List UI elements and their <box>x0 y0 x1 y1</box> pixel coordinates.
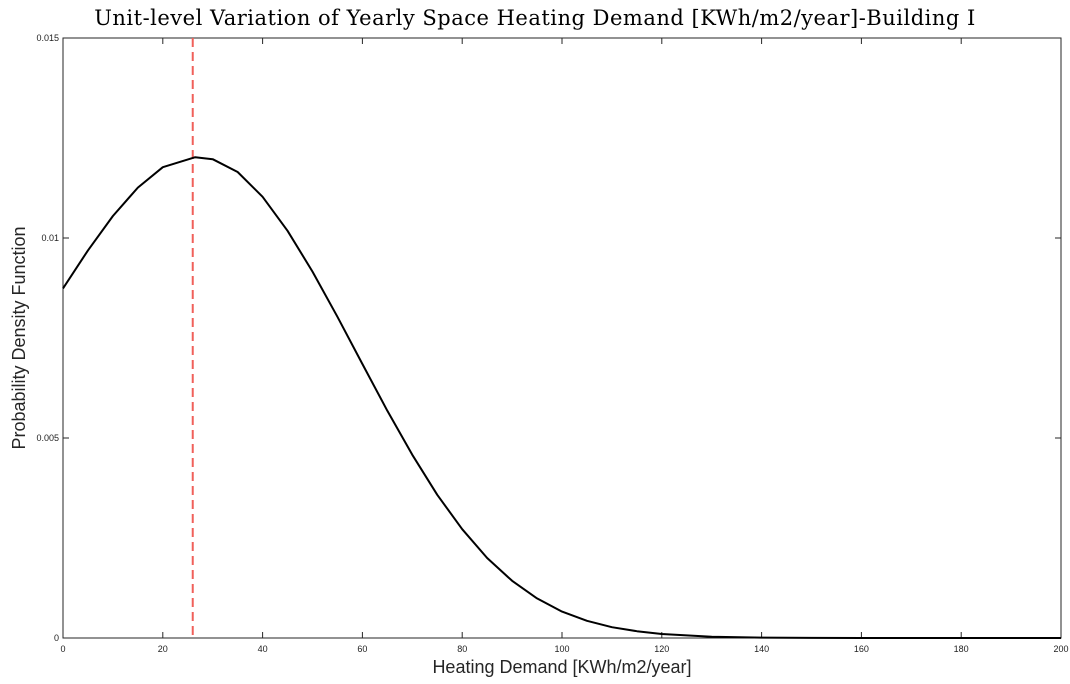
x-tick-label: 200 <box>1053 644 1068 654</box>
chart-title: Unit-level Variation of Yearly Space Hea… <box>94 6 976 30</box>
x-tick-label: 40 <box>258 644 268 654</box>
x-tick-label: 180 <box>954 644 969 654</box>
x-tick-label: 100 <box>554 644 569 654</box>
x-tick-label: 60 <box>357 644 367 654</box>
y-tick-label: 0 <box>54 633 59 643</box>
y-tick-label: 0.005 <box>36 433 59 443</box>
x-tick-label: 120 <box>654 644 669 654</box>
x-tick-label: 80 <box>457 644 467 654</box>
y-tick-label: 0.015 <box>36 33 59 43</box>
x-axis-label: Heating Demand [KWh/m2/year] <box>432 657 691 677</box>
y-axis-label: Probability Density Function <box>9 226 29 449</box>
x-tick-label: 160 <box>854 644 869 654</box>
pdf-curve <box>62 156 1061 639</box>
plot-frame <box>62 37 1062 639</box>
y-tick-label: 0.01 <box>41 233 59 243</box>
x-tick-label: 140 <box>754 644 769 654</box>
x-tick-label: 0 <box>60 644 65 654</box>
x-tick-label: 20 <box>158 644 168 654</box>
